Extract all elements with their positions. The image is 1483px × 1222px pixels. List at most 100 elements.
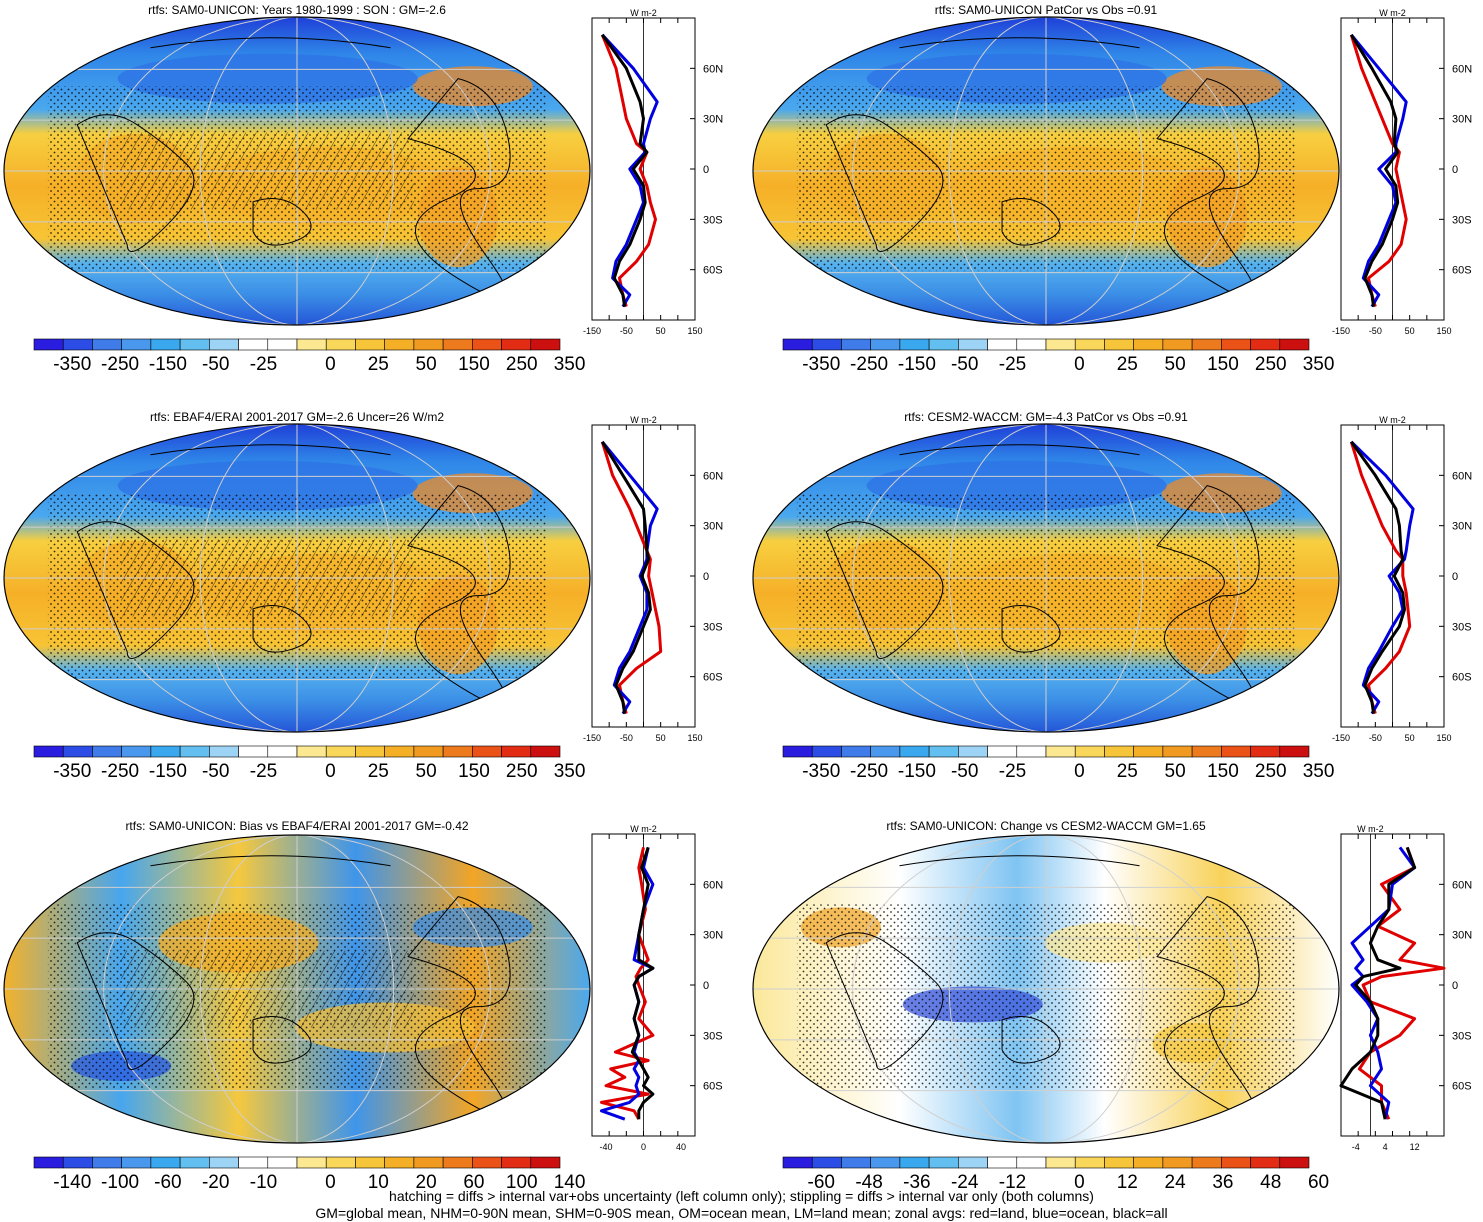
map-field [4,424,590,732]
zonal-unit-label: W m-2 [630,415,657,425]
colorbar-swatch [1074,338,1105,351]
colorbar: -350 -250 -150 -50 -25 0 25 50 150 250 350 [782,338,1334,375]
coastline [899,855,1140,867]
colorbar-tick-label: -25 [999,761,1026,782]
colorbar-swatch [33,1156,64,1169]
colorbar-swatch [238,338,269,351]
coastline [899,444,1140,456]
zonal-x-tick-label: -150 [583,733,601,743]
colorbar-swatch [1016,745,1047,758]
graticule-meridian [852,17,1240,325]
zonal-y-tick-label: 60N [1452,63,1472,75]
zonal-y-tick-label: 30S [703,214,723,226]
colorbar-tick-label: 50 [1165,761,1186,782]
zonal-series-line [630,846,655,1120]
colorbar-tick-label: 25 [1117,761,1138,782]
colorbar-swatch [355,745,385,758]
colorbar-tick-label: -250 [101,354,139,375]
coastline [825,932,944,1070]
colorbar-swatch [1133,338,1164,351]
colorbar-swatch [384,745,415,758]
colorbar-tick-label: -50 [951,354,978,375]
colorbar-tick-label: 60 [463,1172,484,1193]
colorbar-swatch [1162,745,1193,758]
map-field [4,835,590,1143]
colorbar-tick-label: 25 [1117,354,1138,375]
colorbar-swatch [811,338,842,351]
colorbar-tick-label: -150 [149,761,187,782]
zonal-series-line [601,440,659,715]
zonal-series-line [1357,846,1446,1120]
colorbar-tick-label: 24 [1165,1172,1187,1193]
map-border [752,423,1340,733]
zonal-mean-plot: W m-2 60N 30N 0 30S 60S -150 -50 50 150 [583,8,723,336]
zonal-mean-plot: W m-2 60N 30N 0 30S 60S -4 4 12 [1339,824,1472,1152]
zonal-y-tick-label: 30N [1452,521,1472,533]
map-field [753,424,1339,732]
colorbar-swatch [782,338,813,351]
zonal-series-line [1349,34,1408,308]
colorbar-swatch [1221,745,1251,758]
zonal-x-tick-label: 50 [1405,326,1415,336]
graticule-meridian [948,424,1144,732]
zonal-x-tick-label: -50 [620,733,633,743]
zonal-y-tick-label: 0 [703,980,709,992]
colorbar-swatch [958,745,988,758]
colorbar-swatch [899,1156,930,1169]
zonal-y-tick-label: 60N [703,63,723,75]
zonal-unit-label: W m-2 [1379,8,1406,18]
zonal-x-tick-label: 150 [1436,733,1451,743]
colorbar-swatch [355,338,385,351]
colorbar-swatch [1074,745,1105,758]
coastline [1001,1016,1061,1064]
colorbar-tick-label: -250 [850,761,888,782]
zonal-y-tick-label: 30N [1452,930,1472,942]
colorbar-swatch [121,338,152,351]
colorbar-tick-label: -250 [101,761,139,782]
colorbar-swatch [928,338,959,351]
map-border [752,16,1340,326]
colorbar-swatch [325,338,356,351]
colorbar-tick-label: 0 [1074,761,1085,782]
footer-note-legend: GM=global mean, NHM=0-90N mean, SHM=0-90… [315,1205,1168,1221]
colorbar: -60 -48 -36 -24 -12 0 12 24 36 48 60 [782,1156,1329,1193]
zonal-x-tick-label: -40 [600,1142,613,1152]
colorbar-tick-label: -25 [250,354,277,375]
colorbar-tick-label: -20 [202,1172,229,1193]
colorbar-swatch [121,1156,152,1169]
colorbar-tick-label: 36 [1212,1172,1233,1193]
colorbar-swatch [384,338,415,351]
zonal-series-line [601,33,659,308]
colorbar-swatch [501,1156,532,1169]
colorbar-tick-label: 0 [1074,354,1085,375]
zonal-x-tick-label: -150 [1332,733,1350,743]
zonal-unit-label: W m-2 [1357,824,1384,834]
colorbar-swatch [811,1156,842,1169]
colorbar-swatch [267,1156,298,1169]
colorbar-tick-label: 250 [1255,354,1287,375]
colorbar-swatch [1279,1156,1310,1169]
colorbar-tick-label: -50 [202,354,229,375]
zonal-series-line [1349,441,1412,715]
colorbar-tick-label: 50 [416,354,437,375]
zonal-series-line [1350,33,1408,308]
colorbar-tick-label: -150 [898,354,936,375]
zonal-x-tick-label: 4 [1383,1142,1388,1152]
coastline [1001,198,1061,246]
colorbar-swatch [870,1156,901,1169]
panel-title: rtfs: SAM0-UNICON: Bias vs EBAF4/ERAI 20… [125,819,468,833]
coastline [150,444,391,456]
colorbar-swatch [413,338,444,351]
coastline [150,855,391,867]
zonal-series-line [1350,34,1400,307]
colorbar-swatch [1133,1156,1164,1169]
panel-title: rtfs: EBAF4/ERAI 2001-2017 GM=-2.6 Uncer… [150,410,444,424]
colorbar-tick-label: 20 [416,1172,437,1193]
colorbar-tick-label: 150 [458,354,490,375]
colorbar-tick-label: -250 [850,354,888,375]
colorbar-tick-label: 350 [1303,761,1335,782]
colorbar-swatch [899,338,930,351]
zonal-mean-plot: W m-2 60N 30N 0 30S 60S -150 -50 50 150 [583,415,723,743]
colorbar-swatch [472,338,502,351]
map-border [3,423,591,733]
